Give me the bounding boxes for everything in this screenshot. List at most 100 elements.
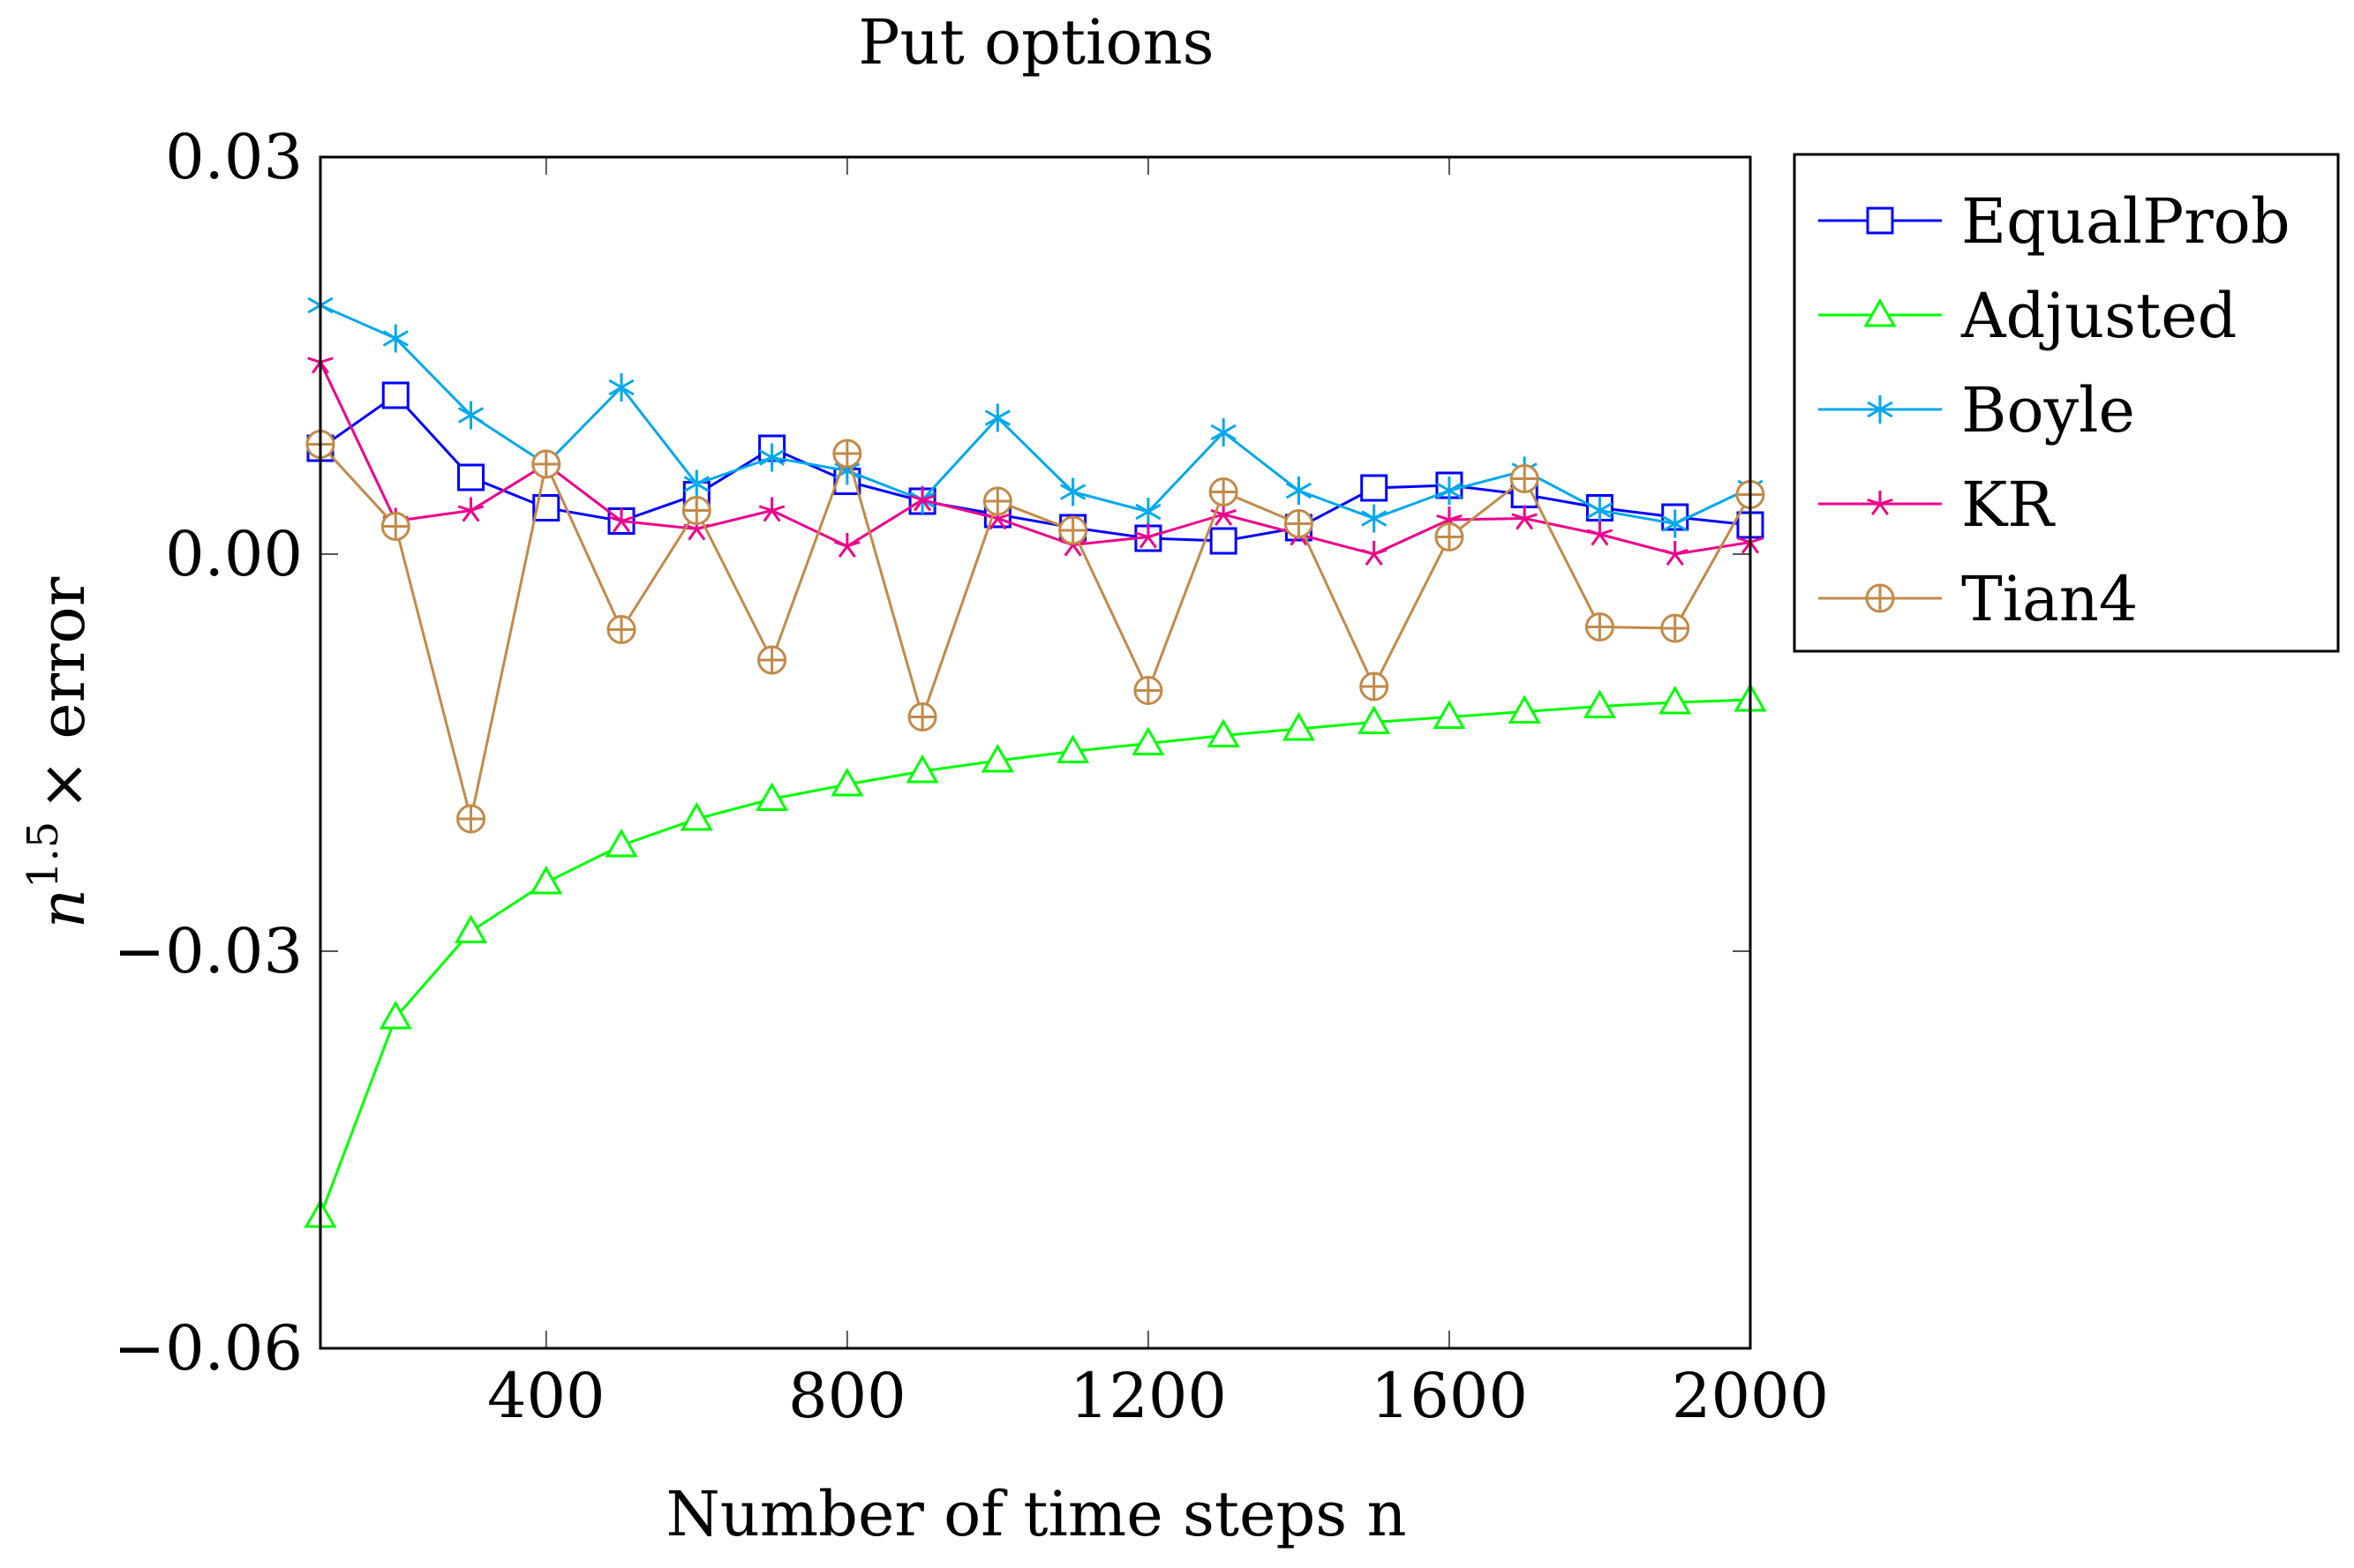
legend-label: Tian4	[1961, 563, 2138, 635]
data-point-marker	[681, 496, 711, 525]
data-point-marker	[1511, 505, 1538, 530]
legend-entry-equalprob: EqualProb	[1818, 185, 2290, 258]
data-point-marker	[1436, 506, 1463, 532]
series-tian4	[305, 430, 1765, 834]
data-point-marker	[1135, 498, 1162, 526]
data-point-marker	[457, 401, 485, 430]
data-point-marker	[834, 533, 861, 559]
svg-text:n1.5× error: n1.5 × error	[19, 576, 99, 928]
x-tick-label: 2000	[1672, 1360, 1829, 1432]
data-point-marker	[1058, 515, 1088, 545]
data-point-marker	[984, 403, 1011, 432]
data-point-marker	[457, 497, 485, 522]
series-line	[319, 443, 1752, 820]
series-adjusted	[304, 682, 1767, 1228]
series-layer	[304, 291, 1767, 1228]
data-point-marker	[981, 743, 1014, 773]
data-point-marker	[531, 449, 561, 479]
data-point-marker	[1210, 501, 1237, 527]
data-point-marker	[1436, 476, 1463, 505]
data-point-marker	[379, 1000, 412, 1030]
data-point-marker	[1863, 297, 1897, 327]
data-point-marker	[1434, 522, 1464, 551]
data-point-marker	[1207, 718, 1240, 747]
data-point-marker	[757, 645, 787, 675]
data-point-marker	[1357, 705, 1391, 734]
data-point-marker	[605, 828, 638, 858]
y-tick-label: −0.03	[113, 915, 303, 987]
data-point-marker	[1509, 464, 1539, 493]
data-point-marker	[909, 486, 936, 512]
y-axis-label-suffix: × error	[26, 576, 99, 810]
data-point-marker	[1132, 726, 1165, 755]
data-point-marker	[1361, 504, 1388, 533]
data-point-marker	[1285, 476, 1312, 505]
y-axis-label-exponent: 1.5	[19, 822, 68, 889]
y-tick-label: 0.03	[165, 121, 303, 193]
data-point-marker	[1135, 523, 1162, 549]
legend-box	[1793, 153, 2340, 653]
data-point-marker	[1133, 676, 1163, 705]
chart-title: Put options	[858, 6, 1214, 79]
legend-label: EqualProb	[1961, 185, 2290, 258]
data-point-marker	[1866, 206, 1894, 235]
data-point-marker	[683, 469, 710, 499]
data-point-marker	[906, 754, 939, 784]
data-point-marker	[1658, 685, 1692, 715]
data-point-marker	[1586, 521, 1613, 546]
data-point-marker	[1209, 527, 1237, 555]
legend-label: Adjusted	[1960, 280, 2237, 352]
axis-ticks	[320, 156, 1751, 1349]
legend-entry-kr: KR	[1818, 469, 2056, 541]
data-point-marker	[1662, 509, 1688, 538]
data-point-marker	[758, 443, 786, 472]
plot-area-frame	[319, 155, 1752, 1350]
x-tick-label: 1600	[1371, 1360, 1528, 1432]
legend-label: KR	[1961, 469, 2056, 541]
data-point-marker	[1282, 711, 1316, 741]
data-point-marker	[1433, 700, 1466, 729]
data-point-marker	[380, 512, 410, 541]
data-point-marker	[1865, 583, 1895, 613]
data-point-marker	[832, 439, 862, 469]
data-point-marker	[1508, 694, 1541, 724]
series-kr	[307, 349, 1764, 566]
data-point-marker	[1060, 477, 1087, 506]
data-point-marker	[606, 615, 636, 644]
data-point-marker	[454, 914, 488, 943]
series-equalprob	[306, 381, 1764, 555]
x-axis-tick-labels: 400 800 1200 1600 2000	[487, 1360, 1829, 1432]
x-tick-label: 1200	[1070, 1360, 1227, 1432]
series-line	[319, 698, 1751, 1217]
data-point-marker	[1208, 477, 1238, 506]
data-point-marker	[1210, 418, 1237, 446]
data-point-marker	[1583, 689, 1617, 718]
legend-label: Boyle	[1961, 374, 2135, 446]
y-tick-label: 0.00	[165, 518, 303, 590]
series-line	[319, 361, 1751, 556]
data-point-marker	[1660, 613, 1690, 643]
data-point-marker	[457, 463, 485, 491]
data-point-marker	[1867, 491, 1893, 516]
data-point-marker	[831, 767, 864, 797]
y-axis-label: n1.5 × error	[19, 576, 99, 928]
data-point-marker	[456, 804, 486, 834]
data-point-marker	[907, 702, 937, 731]
y-axis-label-base: n	[26, 889, 99, 928]
data-point-marker	[982, 486, 1012, 516]
legend-entry-boyle: Boyle	[1818, 374, 2135, 446]
data-point-marker	[381, 381, 410, 409]
legend-entry-adjusted: Adjusted	[1818, 280, 2237, 352]
data-point-marker	[755, 782, 789, 811]
data-point-marker	[608, 507, 635, 533]
data-point-marker	[680, 801, 713, 831]
x-axis-label: Number of time steps n	[666, 1478, 1406, 1550]
legend: EqualProb Adjusted Boyle KR Tian4	[1793, 153, 2340, 653]
y-tick-label: −0.06	[113, 1312, 303, 1384]
data-point-marker	[758, 497, 786, 522]
data-point-marker	[382, 324, 409, 353]
data-point-marker	[1867, 395, 1893, 424]
data-point-marker	[1057, 734, 1090, 763]
x-tick-label: 400	[487, 1360, 605, 1432]
x-tick-label: 800	[788, 1360, 906, 1432]
